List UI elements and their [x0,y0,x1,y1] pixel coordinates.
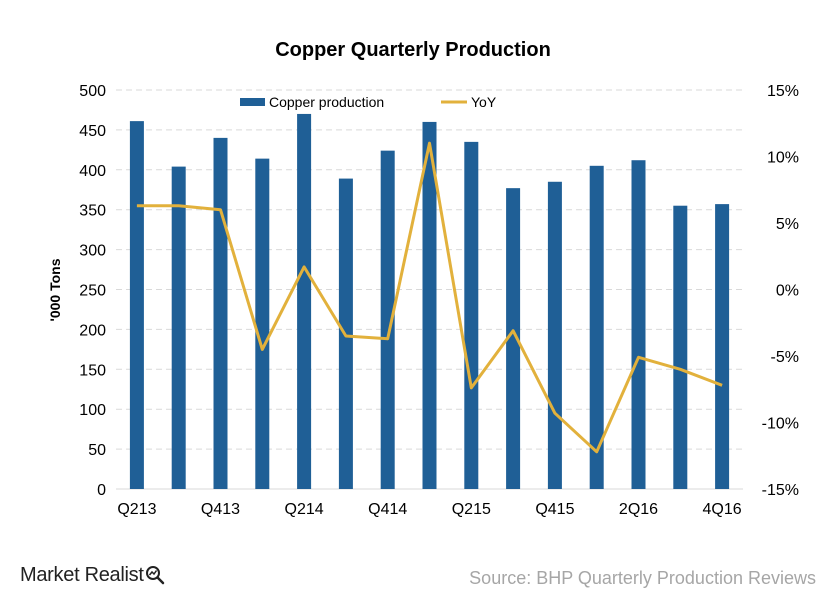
bar-series-copper-production [129,113,730,490]
y2-tick-label: -15% [762,482,799,499]
x-tick-label: Q215 [452,501,491,518]
copper-production-chart: Copper Quarterly Production '000 Tons 0 5… [47,39,799,518]
y-tick-label: 0 [97,482,106,499]
y-tick-label: 400 [79,163,106,180]
legend-label-copper-production: Copper production [269,94,384,110]
legend-swatch-copper-production [240,98,265,106]
yoy-line [136,141,723,454]
bar-copper-production [171,166,186,489]
x-tick-label: Q214 [285,501,324,518]
bar-copper-production [547,181,562,489]
y-tick-label: 300 [79,243,106,260]
bar-copper-production [129,121,144,489]
left-axis-ticks: 0 50 100 150 200 250 300 350 400 450 500 [79,83,106,499]
source-note: Source: BHP Quarterly Production Reviews [469,568,816,588]
y2-tick-label: 10% [767,150,799,167]
x-tick-label: 4Q16 [703,501,742,518]
bar-copper-production [464,141,479,489]
y-tick-label: 250 [79,283,106,300]
x-tick-label: Q414 [368,501,407,518]
y-tick-label: 50 [88,442,106,459]
x-tick-label: Q213 [117,501,156,518]
y-axis-label: '000 Tons [47,258,63,321]
right-axis-ticks: -15% -10% -5% 0% 5% 10% 15% [762,83,799,499]
y2-tick-label: -5% [771,349,799,366]
bar-copper-production [422,121,437,490]
y2-tick-label: 0% [776,283,799,300]
x-tick-label: 2Q16 [619,501,658,518]
bar-copper-production [297,113,312,489]
y2-tick-label: 15% [767,83,799,100]
bar-copper-production [589,165,604,489]
chart-title: Copper Quarterly Production [275,39,551,61]
bar-copper-production [715,204,730,489]
bar-copper-production [380,150,395,489]
legend: Copper production YoY [240,94,497,110]
y-tick-label: 450 [79,123,106,140]
magnifier-chart-icon [145,566,164,585]
y-tick-label: 350 [79,203,106,220]
y-tick-label: 150 [79,362,106,379]
bar-copper-production [255,158,270,490]
x-tick-label: Q413 [201,501,240,518]
x-tick-label: Q415 [535,501,574,518]
line-series-yoy [136,141,723,454]
y-tick-label: 100 [79,402,106,419]
bar-copper-production [506,188,521,490]
brand-logo-text: Market Realist [20,564,144,586]
bar-copper-production [631,160,646,489]
bar-copper-production [673,205,688,489]
y-tick-label: 500 [79,83,106,100]
y2-tick-label: -10% [762,416,799,433]
y-tick-label: 200 [79,322,106,339]
legend-label-yoy: YoY [471,94,497,110]
brand-logo: Market Realist [20,564,165,587]
bar-copper-production [213,137,228,489]
x-axis-ticks: Q213 Q413 Q214 Q414 Q215 Q415 2Q16 4Q16 [117,501,741,518]
y2-tick-label: 5% [776,216,799,233]
